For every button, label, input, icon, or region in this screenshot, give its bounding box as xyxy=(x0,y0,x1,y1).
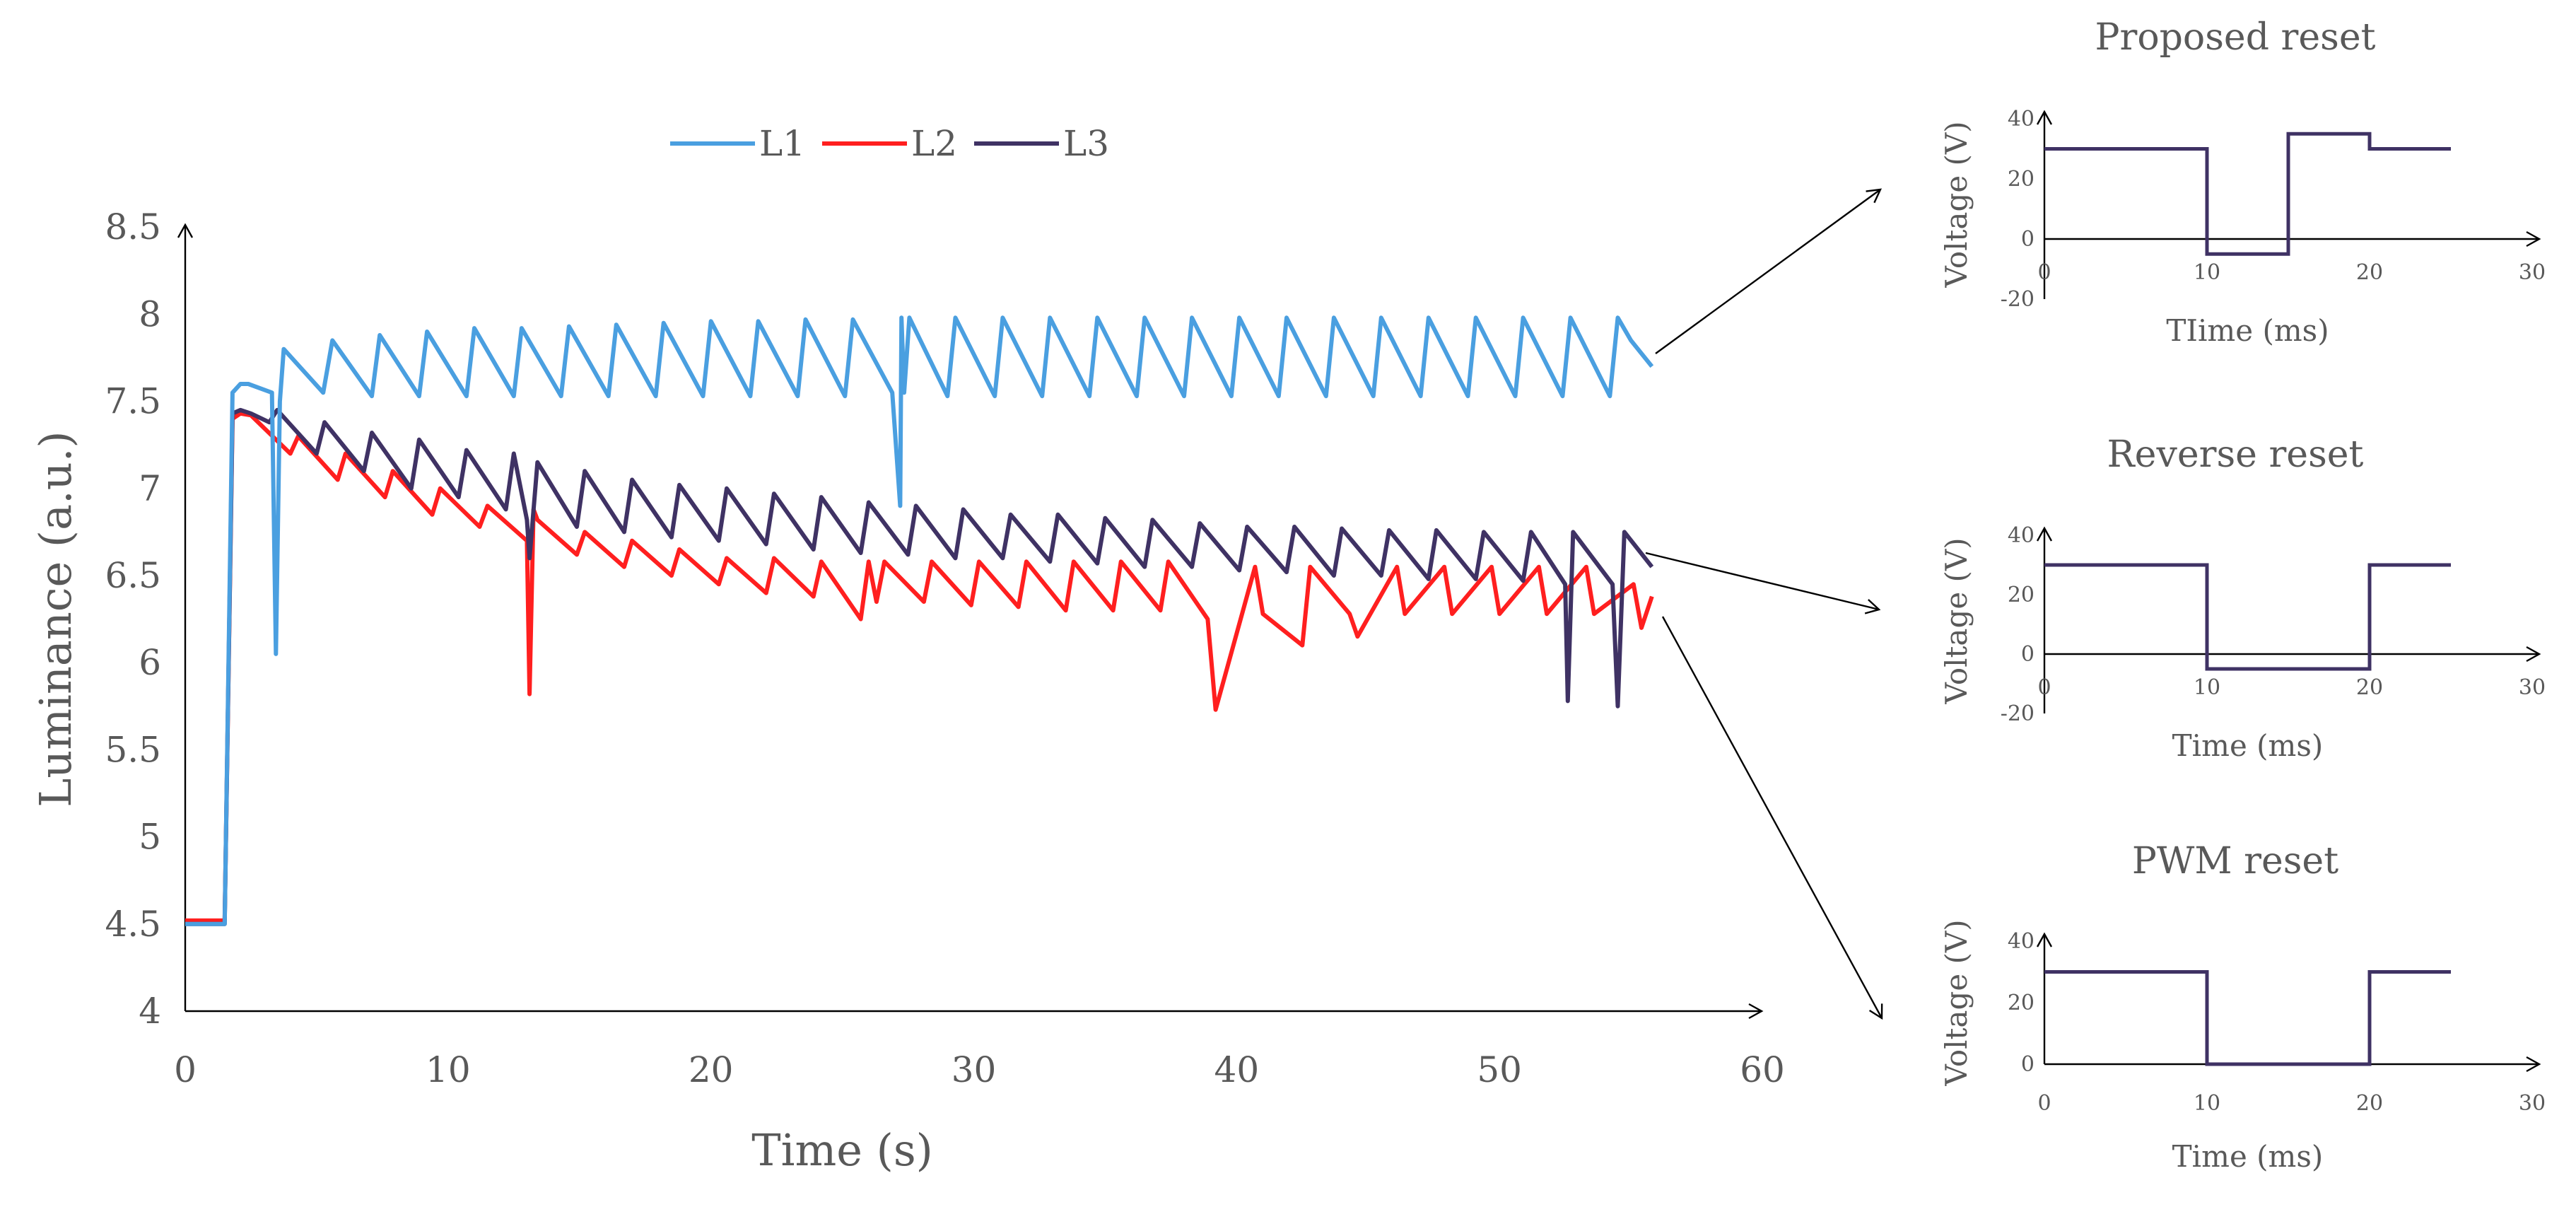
x-tick-label: 20 xyxy=(689,1049,734,1090)
inset-x-tick-label: 20 xyxy=(2356,675,2383,700)
x-tick-label: 30 xyxy=(952,1049,997,1090)
y-tick-label: 7 xyxy=(139,468,161,509)
y-axis-label: Luminance (a.u.) xyxy=(30,431,81,807)
x-tick-label: 10 xyxy=(426,1049,471,1090)
series-line-l1 xyxy=(185,315,1654,926)
inset-x-tick-label: 10 xyxy=(2194,675,2220,700)
inset-x-tick-label: 0 xyxy=(2037,675,2051,700)
inset-title-pwm-reset: PWM reset xyxy=(2132,840,2338,882)
main-luminance-chart: 0 10 20 30 40 50 60 4 4.5 5 5.5 6 6.5 7 7.5 8 8.5 Time (s… xyxy=(30,123,1785,1176)
inset-y-tick-label: 0 xyxy=(2021,227,2035,252)
inset-y-tick-label: -20 xyxy=(2001,287,2035,312)
inset-title-reverse-reset: Reverse reset xyxy=(2107,433,2364,476)
inset-y-tick-label: 20 xyxy=(2008,991,2035,1015)
y-tick-label: 4 xyxy=(139,991,161,1032)
inset-y-axis-label: Voltage (V) xyxy=(1939,537,1974,704)
inset-waveform-pwm-reset xyxy=(2044,970,2451,1066)
inset-y-axis-label: Voltage (V) xyxy=(1939,919,1974,1086)
y-tick-label: 6 xyxy=(139,642,161,683)
inset-x-tick-label: 30 xyxy=(2519,260,2546,285)
y-tick-label: 5 xyxy=(139,817,161,858)
inset-y-tick-label: 0 xyxy=(2021,642,2035,667)
x-tick-label: 50 xyxy=(1477,1049,1522,1090)
x-axis-label: Time (s) xyxy=(751,1124,933,1176)
series-line-l3 xyxy=(185,407,1654,926)
y-tick-label: 8.5 xyxy=(105,206,161,247)
inset-pwm-reset: PWM reset 0 10 20 30 0 20 40 Time (ms) Voltage (V… xyxy=(1939,840,2546,1174)
inset-x-axis-label: Time (ms) xyxy=(2172,728,2324,763)
x-tick-label: 0 xyxy=(174,1049,197,1090)
inset-y-tick-label: 40 xyxy=(2008,107,2035,132)
inset-x-tick-label: 0 xyxy=(2037,260,2051,285)
inset-x-tick-label: 20 xyxy=(2356,1091,2383,1116)
inset-x-tick-label: 30 xyxy=(2519,675,2546,700)
inset-y-tick-label: 20 xyxy=(2008,583,2035,607)
inset-x-tick-label: 20 xyxy=(2356,260,2383,285)
inset-y-tick-label: 20 xyxy=(2008,167,2035,192)
y-tick-label: 8 xyxy=(139,293,161,334)
inset-y-tick-label: 0 xyxy=(2021,1052,2035,1077)
inset-x-tick-label: 10 xyxy=(2194,1091,2220,1116)
inset-x-tick-label: 30 xyxy=(2519,1091,2546,1116)
inset-x-tick-label: 10 xyxy=(2194,260,2220,285)
x-tick-label: 60 xyxy=(1740,1049,1785,1090)
y-tick-label: 4.5 xyxy=(105,904,161,945)
y-tick-label: 6.5 xyxy=(105,555,161,596)
callout-arrow-pwm xyxy=(1661,616,1883,1020)
callout-arrows xyxy=(1645,188,1883,1020)
y-tick-label: 5.5 xyxy=(105,729,161,770)
inset-y-tick-label: 40 xyxy=(2008,523,2035,548)
inset-x-axis-label: Time (ms) xyxy=(2172,1139,2324,1174)
inset-y-tick-label: 40 xyxy=(2008,929,2035,954)
y-tick-label: 7.5 xyxy=(105,381,161,422)
legend-label-l2: L2 xyxy=(911,123,957,164)
inset-x-tick-label: 0 xyxy=(2037,1091,2051,1116)
x-tick-label: 40 xyxy=(1214,1049,1260,1090)
legend-label-l1: L1 xyxy=(759,123,805,164)
inset-y-axis-label: Voltage (V) xyxy=(1939,121,1974,288)
inset-waveform-reverse-reset xyxy=(2044,563,2451,671)
inset-y-tick-label: -20 xyxy=(2001,701,2035,726)
callout-arrow-proposed xyxy=(1655,188,1882,354)
legend-label-l3: L3 xyxy=(1063,123,1109,164)
inset-title-proposed-reset: Proposed reset xyxy=(2095,16,2375,59)
callout-arrow-reverse xyxy=(1645,552,1881,614)
inset-waveform-proposed-reset xyxy=(2044,132,2451,256)
inset-x-axis-label: TIime (ms) xyxy=(2166,313,2329,348)
series-line-l2 xyxy=(185,411,1654,923)
